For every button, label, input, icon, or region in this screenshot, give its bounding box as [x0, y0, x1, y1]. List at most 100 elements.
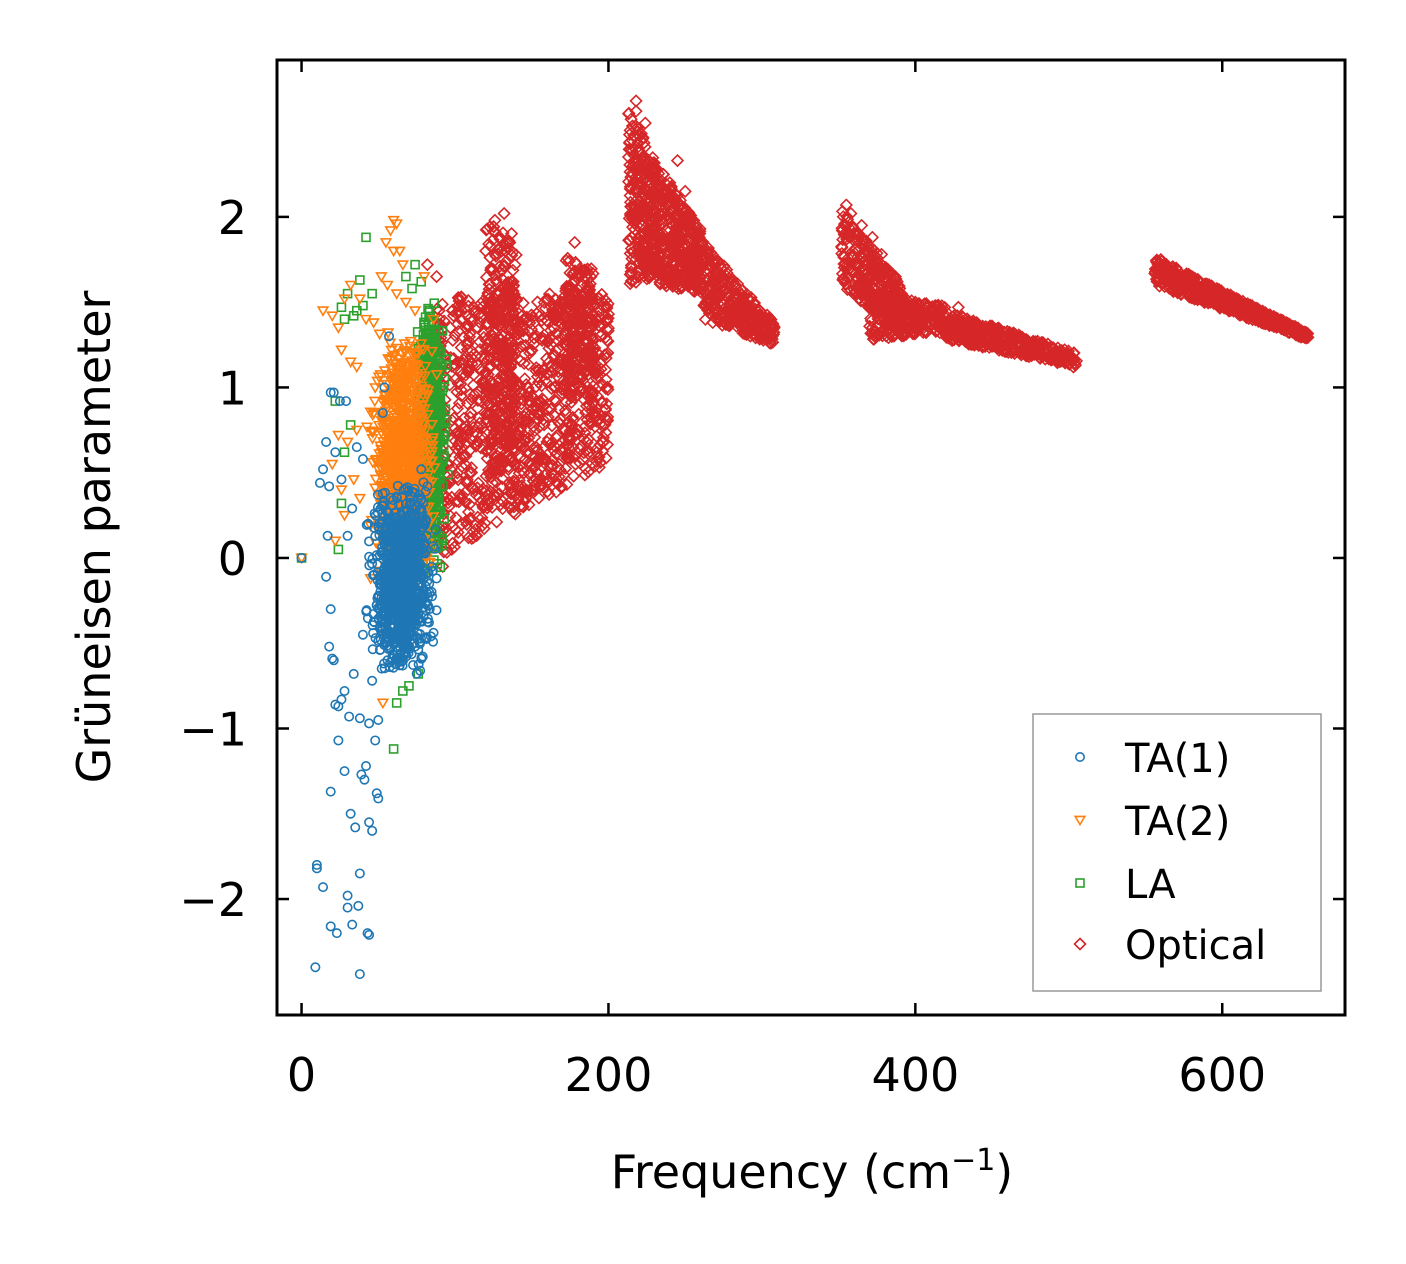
point-optical	[526, 461, 541, 476]
point-optical	[485, 342, 499, 356]
point-optical	[962, 314, 976, 329]
point-optical	[582, 303, 597, 317]
point-la	[440, 404, 451, 414]
point-la	[412, 327, 423, 337]
point-ta2	[344, 357, 357, 369]
point-optical	[629, 142, 643, 157]
point-optical	[1251, 302, 1265, 316]
point-optical	[568, 235, 582, 250]
point-optical	[567, 320, 581, 335]
point-optical	[560, 334, 574, 348]
point-optical	[471, 321, 485, 335]
point-optical	[474, 349, 488, 364]
point-optical	[541, 333, 555, 348]
point-optical	[564, 395, 578, 409]
point-optical	[917, 314, 931, 328]
point-optical	[651, 266, 666, 280]
point-optical	[622, 211, 636, 226]
point-optical	[564, 380, 578, 394]
point-optical	[505, 248, 519, 262]
point-optical	[505, 433, 519, 447]
point-optical	[507, 475, 522, 489]
point-optical	[505, 293, 519, 307]
point-optical	[865, 252, 879, 266]
point-optical	[506, 275, 520, 289]
point-optical	[594, 362, 608, 376]
point-optical	[867, 332, 881, 346]
point-optical	[571, 296, 586, 311]
point-optical	[494, 338, 508, 352]
point-optical	[492, 349, 506, 364]
point-optical	[464, 465, 479, 480]
point-optical	[862, 245, 877, 259]
point-optical	[941, 326, 955, 340]
point-optical	[568, 457, 583, 471]
point-optical	[487, 434, 501, 448]
point-optical	[490, 402, 504, 416]
point-optical	[503, 359, 518, 373]
point-optical	[1180, 286, 1194, 300]
point-optical	[948, 312, 962, 326]
point-optical	[589, 429, 604, 443]
point-optical	[504, 493, 519, 507]
point-la	[442, 469, 453, 480]
point-optical	[527, 331, 541, 345]
point-optical	[464, 479, 479, 494]
point-optical	[599, 381, 613, 396]
point-optical	[596, 419, 610, 434]
point-optical	[550, 428, 564, 443]
point-optical	[584, 322, 599, 336]
point-optical	[965, 315, 979, 329]
point-optical	[452, 495, 466, 509]
point-optical	[484, 327, 498, 342]
point-optical	[452, 396, 467, 410]
point-la	[336, 498, 347, 509]
series-optical	[420, 94, 1315, 574]
point-optical	[850, 281, 864, 295]
point-optical	[559, 310, 573, 324]
point-optical	[1188, 271, 1202, 285]
point-optical	[623, 267, 637, 282]
point-optical	[621, 175, 636, 189]
point-optical	[680, 204, 694, 218]
point-optical	[943, 329, 958, 343]
point-optical	[919, 307, 933, 321]
point-optical	[674, 279, 689, 294]
point-optical	[623, 123, 637, 138]
point-optical	[632, 129, 646, 143]
point-optical	[547, 393, 561, 407]
point-optical	[506, 454, 521, 468]
point-optical	[1187, 275, 1201, 290]
point-la	[388, 744, 399, 754]
point-optical	[992, 343, 1006, 357]
point-optical	[451, 290, 465, 305]
point-optical	[534, 471, 548, 485]
point-optical	[623, 180, 637, 194]
point-ta2	[390, 219, 403, 230]
point-optical	[875, 258, 889, 272]
point-optical	[450, 317, 465, 331]
point-optical	[570, 309, 584, 324]
point-optical	[581, 284, 595, 299]
point-optical	[872, 319, 886, 333]
point-optical	[592, 319, 607, 334]
point-optical	[462, 497, 477, 511]
point-optical	[661, 225, 676, 239]
point-optical	[523, 346, 537, 360]
point-optical	[646, 220, 660, 234]
point-optical	[1216, 297, 1230, 311]
point-optical	[623, 182, 637, 196]
point-optical	[862, 273, 876, 287]
point-optical	[486, 313, 500, 327]
point-optical	[547, 310, 561, 324]
point-optical	[1033, 346, 1048, 361]
point-optical	[558, 403, 572, 417]
point-optical	[474, 496, 488, 510]
point-optical	[507, 338, 521, 352]
point-optical	[689, 221, 704, 235]
point-optical	[519, 377, 533, 392]
point-optical	[670, 153, 685, 168]
point-optical	[480, 317, 494, 331]
point-optical	[465, 531, 479, 546]
point-ta2	[427, 314, 440, 326]
